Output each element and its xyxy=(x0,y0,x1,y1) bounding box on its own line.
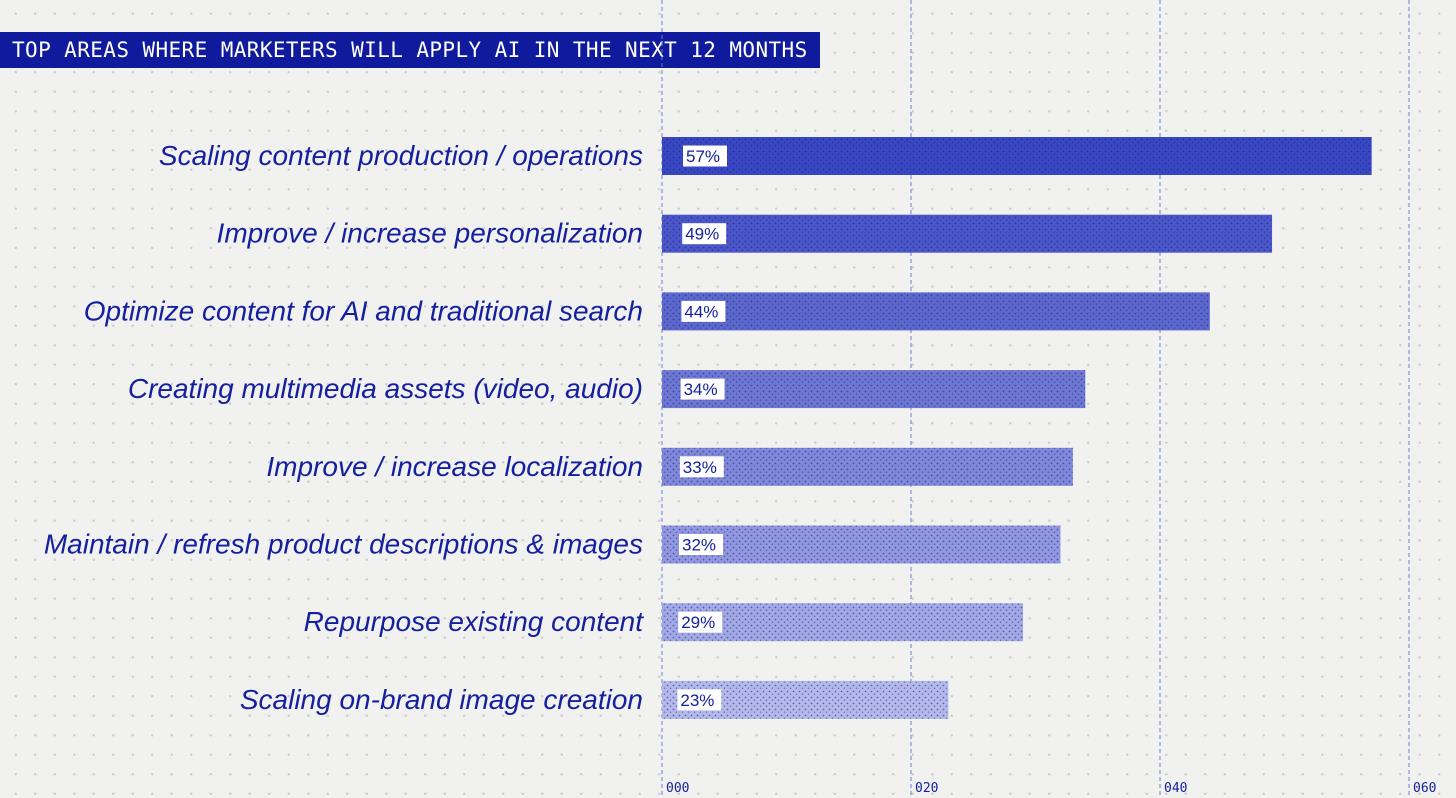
x-tick-label: 000 xyxy=(666,781,689,796)
bar xyxy=(662,292,1210,331)
value-label-bg xyxy=(679,456,724,478)
value-label-bg xyxy=(678,611,723,633)
bar xyxy=(662,137,1372,175)
category-label: Scaling content production / operations xyxy=(159,140,643,171)
value-label: 44% xyxy=(684,302,718,321)
category-label: Optimize content for AI and traditional … xyxy=(84,295,643,326)
value-label: 57% xyxy=(686,147,720,166)
value-label: 29% xyxy=(681,613,715,632)
category-label: Repurpose existing content xyxy=(304,606,645,637)
value-label-bg xyxy=(681,300,726,322)
value-label: 34% xyxy=(684,380,718,399)
value-label-bg xyxy=(682,223,727,245)
bar xyxy=(662,214,1273,253)
value-label: 49% xyxy=(685,225,719,244)
bar xyxy=(662,447,1073,486)
bar xyxy=(662,370,1086,409)
value-label-bg xyxy=(680,378,725,400)
category-label: Scaling on-brand image creation xyxy=(240,684,643,715)
category-label: Improve / increase localization xyxy=(266,451,643,482)
x-tick-label: 020 xyxy=(915,781,938,796)
category-label: Improve / increase personalization xyxy=(217,218,643,249)
category-label: Creating multimedia assets (video, audio… xyxy=(128,373,643,404)
value-label-bg xyxy=(677,689,722,711)
value-label: 32% xyxy=(682,536,716,555)
value-label: 33% xyxy=(683,458,717,477)
value-label-bg xyxy=(683,145,727,167)
x-tick-label: 040 xyxy=(1164,781,1187,796)
value-label-bg xyxy=(679,534,723,555)
category-label: Maintain / refresh product descriptions … xyxy=(44,529,643,560)
value-label: 23% xyxy=(680,691,714,710)
x-tick-label: 060 xyxy=(1413,781,1436,796)
bar xyxy=(662,525,1061,564)
chart-title: TOP AREAS WHERE MARKETERS WILL APPLY AI … xyxy=(0,32,820,68)
